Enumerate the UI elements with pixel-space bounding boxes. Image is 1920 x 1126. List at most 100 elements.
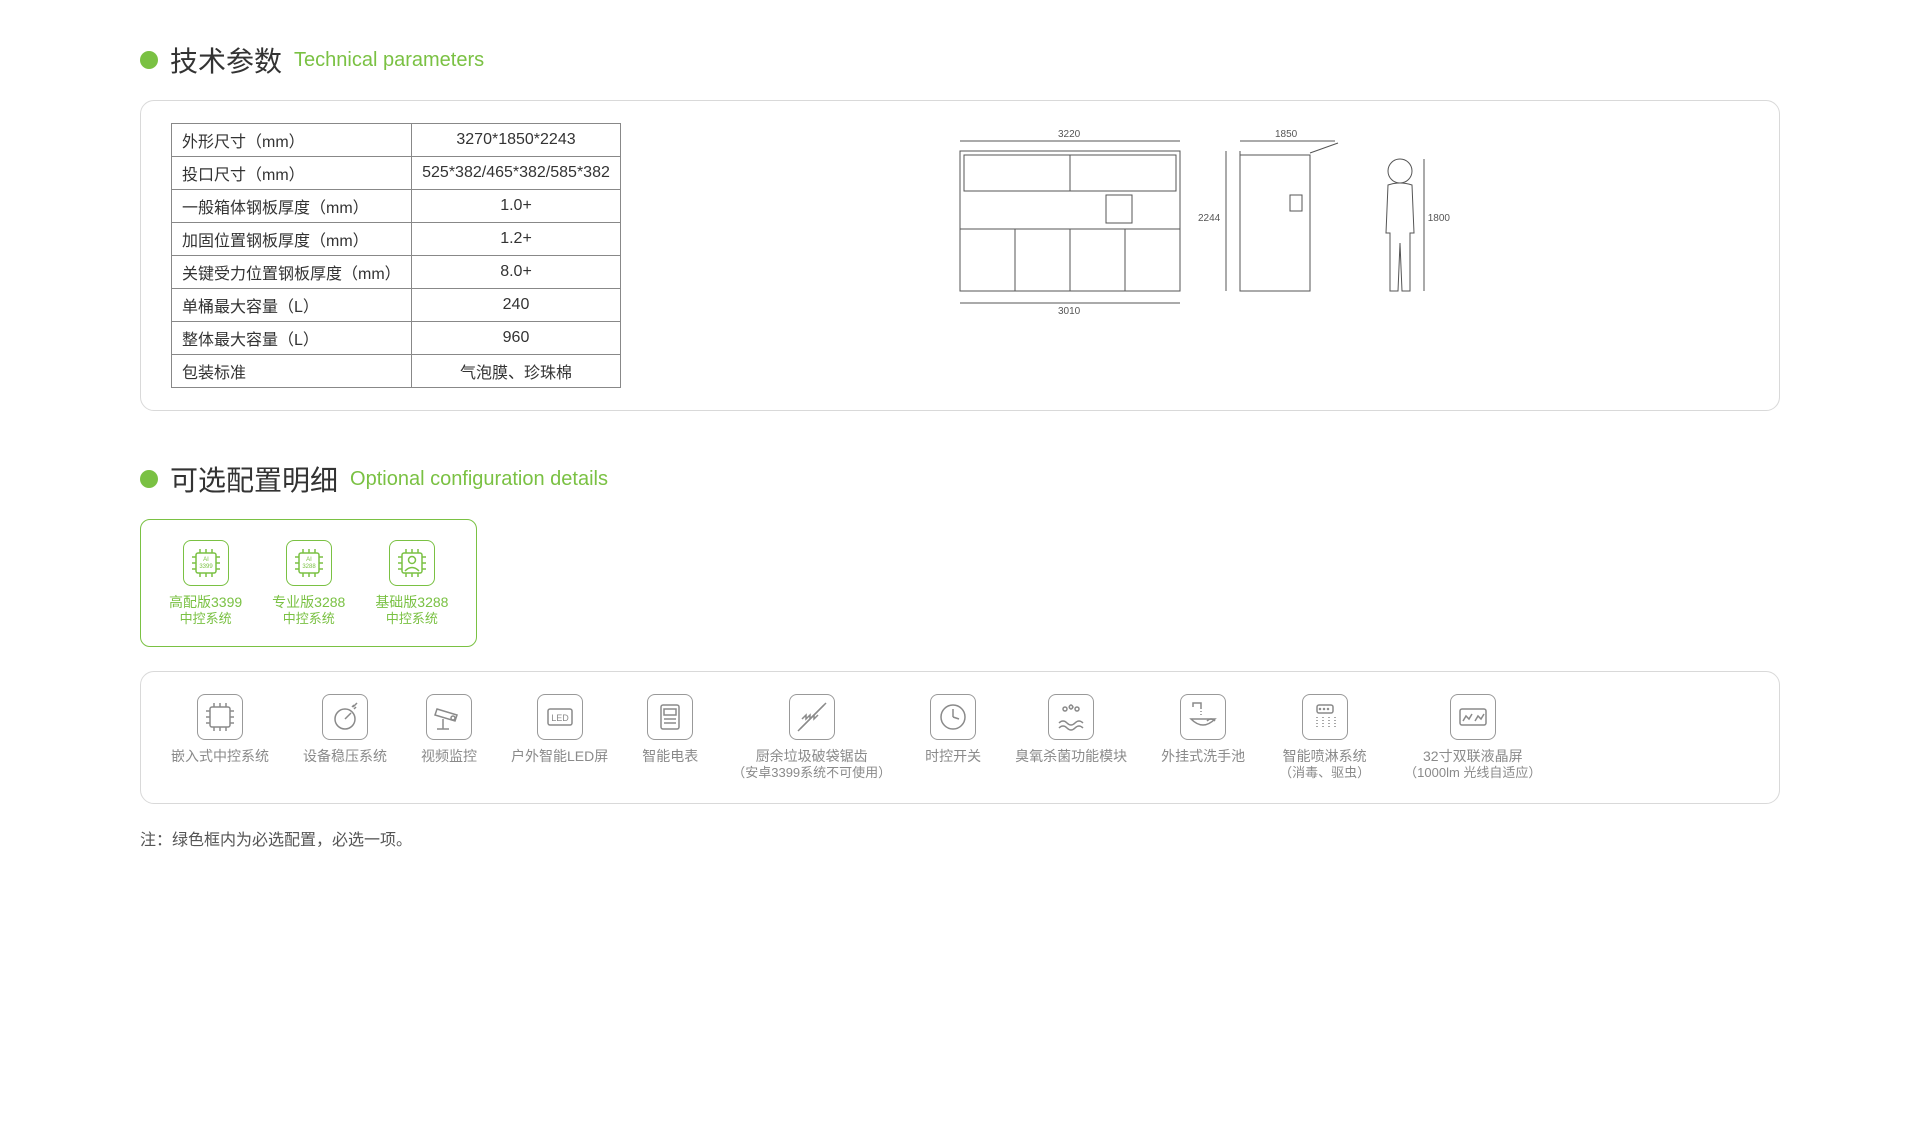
required-config-box: AI3399 高配版3399中控系统 AI3288 专业版3288中控系统 基础…: [140, 519, 477, 647]
svg-text:LED: LED: [551, 713, 569, 723]
spec-value: 气泡膜、珍珠棉: [412, 355, 621, 388]
spec-value: 960: [412, 322, 621, 355]
config-sublabel: 中控系统: [375, 611, 448, 627]
spec-value: 1.2+: [412, 223, 621, 256]
config-label: 户外智能LED屏: [511, 748, 608, 765]
drawing-area: 3220 3010 1850 2244: [641, 123, 1749, 313]
table-row: 投口尺寸（mm）525*382/465*382/585*382: [172, 157, 621, 190]
section1-header: 技术参数 Technical parameters: [140, 40, 1780, 80]
spec-label: 单桶最大容量（L）: [172, 289, 412, 322]
spec-label: 包装标准: [172, 355, 412, 388]
dim-front-bottom: 3010: [1058, 306, 1080, 317]
spec-label: 加固位置钢板厚度（mm）: [172, 223, 412, 256]
config-label: 智能喷淋系统: [1279, 748, 1370, 765]
config-label: 基础版3288: [375, 594, 448, 611]
optional-config-item: 时控开关: [925, 694, 981, 765]
config-sublabel: 中控系统: [169, 611, 242, 627]
config-label: 专业版3288: [272, 594, 345, 611]
optional-config-item: 视频监控: [421, 694, 477, 765]
drawing-person: 1800: [1380, 133, 1440, 313]
section2-title-cn: 可选配置明细: [170, 459, 338, 499]
chip-icon: AI3399: [183, 540, 229, 586]
config-sublabel: 中控系统: [272, 611, 345, 627]
config-sublabel: （安卓3399系统不可使用）: [732, 765, 891, 781]
gauge-icon: [322, 694, 368, 740]
spec-label: 整体最大容量（L）: [172, 322, 412, 355]
optional-config-item: 32寸双联液晶屏（1000lm 光线自适应）: [1404, 694, 1541, 780]
table-row: 关键受力位置钢板厚度（mm）8.0+: [172, 256, 621, 289]
optional-config-item: 嵌入式中控系统: [171, 694, 269, 765]
section1-title-cn: 技术参数: [170, 40, 282, 80]
optional-config-item: 智能喷淋系统（消毒、驱虫）: [1279, 694, 1370, 780]
config-label: 臭氧杀菌功能模块: [1015, 748, 1127, 765]
svg-text:AI: AI: [203, 557, 209, 563]
section2-header: 可选配置明细 Optional configuration details: [140, 459, 1780, 499]
config-label: 外挂式洗手池: [1161, 748, 1245, 765]
clock-icon: [930, 694, 976, 740]
spec-label: 投口尺寸（mm）: [172, 157, 412, 190]
camera-icon: [426, 694, 472, 740]
chip-icon: [389, 540, 435, 586]
spec-value: 8.0+: [412, 256, 621, 289]
screen-icon: [1450, 694, 1496, 740]
optional-config-item: 智能电表: [642, 694, 698, 765]
table-row: 整体最大容量（L）960: [172, 322, 621, 355]
config-sublabel: （消毒、驱虫）: [1279, 765, 1370, 781]
optional-config-item: 外挂式洗手池: [1161, 694, 1245, 765]
optional-config-item: 臭氧杀菌功能模块: [1015, 694, 1127, 765]
optional-row: 嵌入式中控系统 设备稳压系统 视频监控 LED 户外智能LED屏 智能电表 厨余垃…: [171, 694, 1749, 780]
saw-icon: [789, 694, 835, 740]
spec-table: 外形尺寸（mm）3270*1850*2243投口尺寸（mm）525*382/46…: [171, 123, 621, 388]
config-label: 嵌入式中控系统: [171, 748, 269, 765]
table-row: 外形尺寸（mm）3270*1850*2243: [172, 124, 621, 157]
drawing-side: 1850 2244: [1220, 133, 1350, 313]
front-svg: [950, 133, 1190, 313]
spec-value: 3270*1850*2243: [412, 124, 621, 157]
bullet-icon: [140, 470, 158, 488]
drawing-front: 3220 3010: [950, 133, 1190, 313]
technical-panel: 外形尺寸（mm）3270*1850*2243投口尺寸（mm）525*382/46…: [140, 100, 1780, 411]
required-config-item: AI3288 专业版3288中控系统: [272, 540, 345, 626]
svg-text:3399: 3399: [199, 564, 213, 570]
side-svg: [1220, 133, 1350, 313]
spec-label: 一般箱体钢板厚度（mm）: [172, 190, 412, 223]
spray-icon: [1302, 694, 1348, 740]
ozone-icon: [1048, 694, 1094, 740]
section2-title-en: Optional configuration details: [350, 468, 608, 491]
dim-person: 1800: [1428, 213, 1450, 224]
optional-panel: 嵌入式中控系统 设备稳压系统 视频监控 LED 户外智能LED屏 智能电表 厨余垃…: [140, 671, 1780, 803]
table-row: 包装标准气泡膜、珍珠棉: [172, 355, 621, 388]
meter-icon: [647, 694, 693, 740]
config-label: 视频监控: [421, 748, 477, 765]
svg-text:AI: AI: [306, 557, 312, 563]
config-label: 高配版3399: [169, 594, 242, 611]
config-label: 时控开关: [925, 748, 981, 765]
spec-value: 1.0+: [412, 190, 621, 223]
required-config-item: 基础版3288中控系统: [375, 540, 448, 626]
spec-value: 240: [412, 289, 621, 322]
dim-front-top: 3220: [1058, 129, 1080, 140]
svg-text:3288: 3288: [302, 564, 316, 570]
table-row: 一般箱体钢板厚度（mm）1.0+: [172, 190, 621, 223]
optional-config-item: 厨余垃圾破袋锯齿（安卓3399系统不可使用）: [732, 694, 891, 780]
chip-icon: AI3288: [286, 540, 332, 586]
footnote: 注：绿色框内为必选配置，必选一项。: [140, 826, 1780, 850]
optional-config-item: LED 户外智能LED屏: [511, 694, 608, 765]
section1-title-en: Technical parameters: [294, 49, 484, 72]
sink-icon: [1180, 694, 1226, 740]
table-row: 加固位置钢板厚度（mm）1.2+: [172, 223, 621, 256]
spec-label: 外形尺寸（mm）: [172, 124, 412, 157]
spec-value: 525*382/465*382/585*382: [412, 157, 621, 190]
config-label: 智能电表: [642, 748, 698, 765]
table-row: 单桶最大容量（L）240: [172, 289, 621, 322]
config-label: 设备稳压系统: [303, 748, 387, 765]
dim-side-height: 2244: [1198, 213, 1220, 224]
spec-label: 关键受力位置钢板厚度（mm）: [172, 256, 412, 289]
bullet-icon: [140, 51, 158, 69]
config-label: 32寸双联液晶屏: [1404, 748, 1541, 765]
optional-config-item: 设备稳压系统: [303, 694, 387, 765]
required-config-item: AI3399 高配版3399中控系统: [169, 540, 242, 626]
led-icon: LED: [537, 694, 583, 740]
config-sublabel: （1000lm 光线自适应）: [1404, 765, 1541, 781]
config-label: 厨余垃圾破袋锯齿: [732, 748, 891, 765]
